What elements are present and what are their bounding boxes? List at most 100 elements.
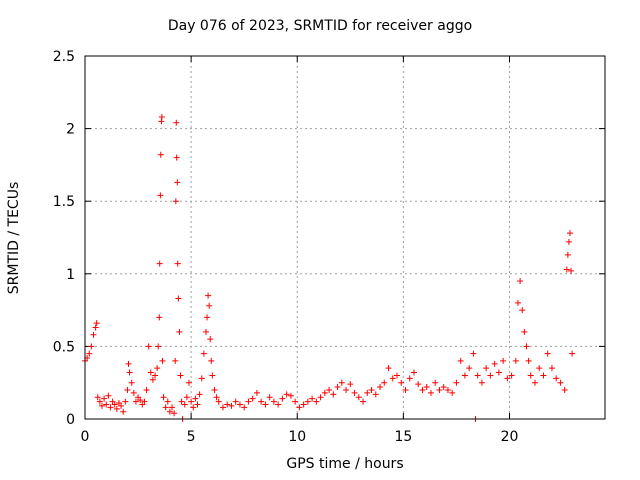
x-tick-label: 10 <box>288 429 306 445</box>
data-point <box>504 375 511 382</box>
x-tick-label: 0 <box>81 429 90 445</box>
chart-title: Day 076 of 2023, SRMTID for receiver agg… <box>167 18 473 34</box>
data-point <box>198 375 205 382</box>
data-point <box>219 404 226 411</box>
data-point <box>398 379 405 386</box>
data-point <box>292 398 299 405</box>
data-point <box>241 404 248 411</box>
data-point <box>194 401 201 408</box>
data-point <box>270 398 277 405</box>
data-point <box>215 398 222 405</box>
data-point <box>125 360 132 367</box>
data-point <box>105 392 112 399</box>
data-point <box>154 365 161 372</box>
data-point <box>90 331 97 338</box>
y-tick-label: 2 <box>66 122 75 138</box>
x-tick-label: 5 <box>187 429 196 445</box>
data-point <box>93 320 100 327</box>
data-point <box>368 386 375 393</box>
data-point <box>287 392 294 399</box>
axis-ticks: 0 5 10 15 20 0 0.5 1 1.5 2 2.5 <box>53 49 605 445</box>
data-point <box>427 389 434 396</box>
data-point <box>156 314 163 321</box>
data-point <box>300 401 307 408</box>
data-point <box>188 398 195 405</box>
data-point <box>566 230 573 237</box>
data-point <box>557 379 564 386</box>
data-point <box>453 379 460 386</box>
data-point <box>304 398 311 405</box>
data-point <box>457 357 464 364</box>
data-point <box>565 238 572 245</box>
x-tick-label: 20 <box>501 429 519 445</box>
data-point <box>410 369 417 376</box>
data-point <box>548 365 555 372</box>
data-point <box>309 395 316 402</box>
data-point <box>561 386 568 393</box>
data-point <box>478 379 485 386</box>
data-point <box>152 372 159 379</box>
data-point <box>157 192 164 199</box>
data-point <box>330 391 337 398</box>
data-point <box>173 119 180 126</box>
data-point <box>209 372 216 379</box>
data-point <box>173 154 180 161</box>
grid-lines <box>85 56 605 419</box>
data-point <box>415 381 422 388</box>
data-point <box>111 401 118 408</box>
data-point <box>128 379 135 386</box>
y-tick-label: 1.5 <box>53 194 75 210</box>
data-point <box>211 386 218 393</box>
data-point <box>177 372 184 379</box>
data-point <box>474 372 481 379</box>
y-tick-label: 0.5 <box>53 339 75 355</box>
data-point <box>394 372 400 379</box>
x-axis-label: GPS time / hours <box>286 456 404 472</box>
data-point <box>470 350 477 357</box>
data-point <box>174 179 181 186</box>
data-point <box>419 386 426 393</box>
data-point <box>487 372 494 379</box>
data-point <box>262 401 269 408</box>
data-point <box>196 391 203 398</box>
data-point <box>500 357 507 364</box>
data-point <box>406 375 413 382</box>
data-point <box>389 375 396 382</box>
data-point <box>432 379 439 386</box>
data-point <box>360 398 367 405</box>
data-point <box>296 404 303 411</box>
data-point <box>343 386 350 393</box>
data-point <box>126 369 133 376</box>
data-point <box>525 357 532 364</box>
data-point <box>461 372 468 379</box>
data-point <box>207 336 214 343</box>
data-point <box>466 365 473 372</box>
data-point <box>553 375 560 382</box>
data-point <box>236 401 243 408</box>
data-point <box>181 401 188 408</box>
data-point <box>536 365 543 372</box>
data-point <box>213 394 220 401</box>
data-point <box>313 398 320 405</box>
data-point <box>258 398 265 405</box>
data-point <box>508 372 515 379</box>
data-point <box>569 350 576 357</box>
data-point <box>381 379 388 386</box>
data-point <box>169 404 176 411</box>
data-point <box>122 398 129 405</box>
data-point <box>103 401 110 408</box>
data-point <box>147 369 154 376</box>
data-point <box>149 376 156 383</box>
data-point <box>183 394 190 401</box>
data-point <box>495 369 502 376</box>
data-point <box>517 278 524 285</box>
data-point <box>86 350 93 357</box>
data-point <box>124 386 131 393</box>
data-point <box>88 343 95 350</box>
data-point <box>155 343 162 350</box>
data-point <box>523 343 530 350</box>
data-point <box>372 391 379 398</box>
data-point <box>206 302 213 309</box>
data-point <box>228 402 235 409</box>
data-point <box>176 328 183 335</box>
